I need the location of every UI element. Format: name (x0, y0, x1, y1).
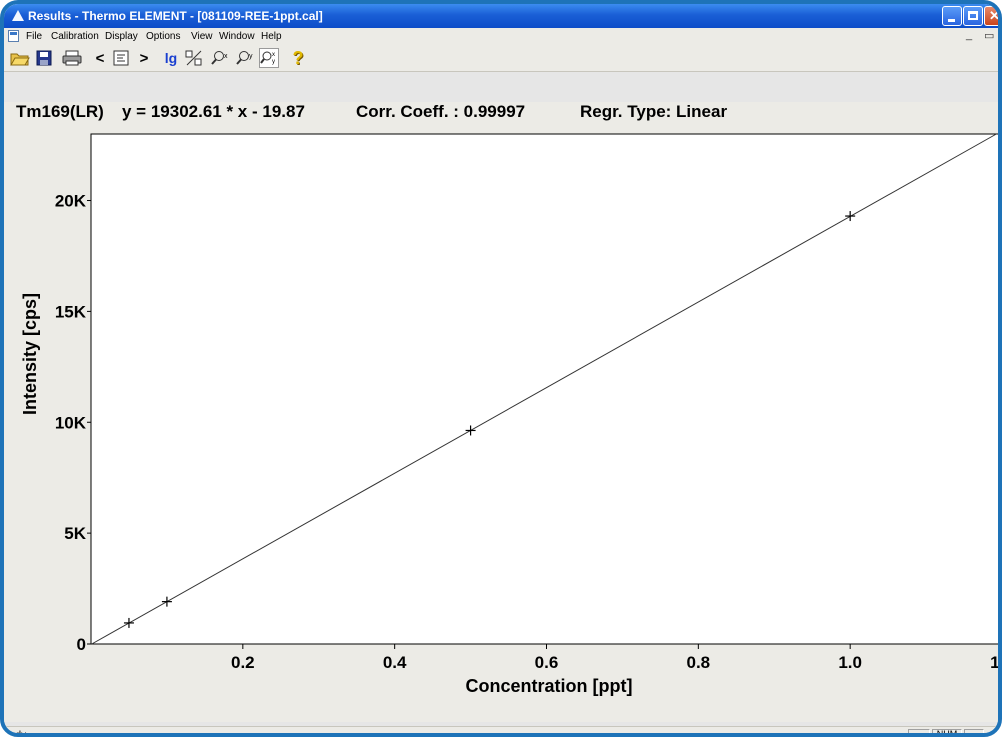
svg-text:y: y (249, 53, 253, 60)
next-icon[interactable]: > (139, 49, 149, 67)
y-tick-label: 15K (55, 302, 87, 321)
element-label: Tm169(LR) (16, 102, 104, 121)
title-bar[interactable]: Results - Thermo ELEMENT - [081109-REE-1… (4, 4, 998, 28)
menu-calibration[interactable]: Calibration (51, 31, 99, 42)
status-pane-blank (908, 729, 930, 733)
menu-display[interactable]: Display (105, 31, 138, 42)
x-tick-label: 0.2 (231, 653, 255, 672)
x-tick-label: 0.4 (383, 653, 407, 672)
open-folder-icon[interactable] (10, 48, 30, 68)
app-icon (12, 10, 24, 21)
svg-text:y: y (272, 59, 275, 65)
close-button[interactable] (984, 6, 998, 26)
zoom-y-icon[interactable]: y (235, 48, 255, 68)
regression-equation: y = 19302.61 * x - 19.87 (122, 102, 305, 121)
document-icon[interactable] (8, 30, 19, 42)
y-axis-label: Intensity [cps] (20, 293, 40, 415)
menu-file[interactable]: File (26, 31, 43, 42)
ratio-icon[interactable] (184, 48, 204, 68)
list-icon[interactable] (111, 48, 131, 68)
x-tick-label: 1.0 (838, 653, 862, 672)
status-text: ady (10, 730, 27, 737)
data-point (465, 425, 476, 436)
menu-options[interactable]: Options (146, 31, 181, 42)
y-tick-label: 5K (64, 524, 86, 543)
svg-text:x: x (272, 52, 275, 58)
data-point (161, 596, 172, 607)
status-pane-empty (964, 729, 984, 733)
status-num: NUM (932, 729, 962, 733)
y-tick-label: 20K (55, 192, 87, 211)
x-tick-label: 0.6 (535, 653, 559, 672)
minimize-button[interactable] (942, 6, 962, 26)
save-disk-icon[interactable] (34, 48, 54, 68)
menu-help[interactable]: Help (261, 31, 282, 42)
maximize-button[interactable] (963, 6, 983, 26)
x-axis-label: Concentration [ppt] (466, 676, 633, 696)
regression-line (91, 133, 997, 645)
log-scale-icon[interactable]: lg (164, 50, 178, 66)
mdi-restore-button[interactable]: ▭ (984, 30, 995, 42)
y-tick-label: 0 (77, 635, 86, 654)
correlation-coefficient: Corr. Coeff. : 0.99997 (356, 102, 526, 121)
svg-text:x: x (224, 53, 228, 60)
help-icon[interactable]: ? (292, 47, 304, 68)
regression-type: Regr. Type: Linear (580, 102, 728, 121)
y-tick-label: 10K (55, 413, 87, 432)
zoom-x-icon[interactable]: x (210, 48, 230, 68)
x-tick-label: 0.8 (687, 653, 711, 672)
menu-view[interactable]: View (191, 31, 213, 42)
previous-icon[interactable]: < (95, 49, 105, 67)
regression-info-bar: Tm169(LR) y = 19302.61 * x - 19.87 Corr.… (4, 102, 998, 124)
menu-bar: File Calibration Display Options View Wi… (4, 28, 998, 45)
menu-window[interactable]: Window (219, 31, 255, 42)
print-icon[interactable] (62, 48, 82, 68)
x-tick-label: 1.2 (990, 653, 1002, 672)
status-bar: ady NUM (4, 726, 998, 737)
window-title: Results - Thermo ELEMENT - [081109-REE-1… (28, 9, 323, 23)
data-point (845, 211, 856, 222)
data-point (123, 617, 134, 628)
chart-area: 0.20.40.60.81.01.205K10K15K20KConcentrat… (4, 124, 998, 722)
mdi-minimize-button[interactable]: _ (966, 29, 973, 41)
calibration-chart: 0.2 0.4 0.6 0.8 1.0 1.2 0 5K 10K 15K 20K Concentrat… (20, 133, 1002, 696)
